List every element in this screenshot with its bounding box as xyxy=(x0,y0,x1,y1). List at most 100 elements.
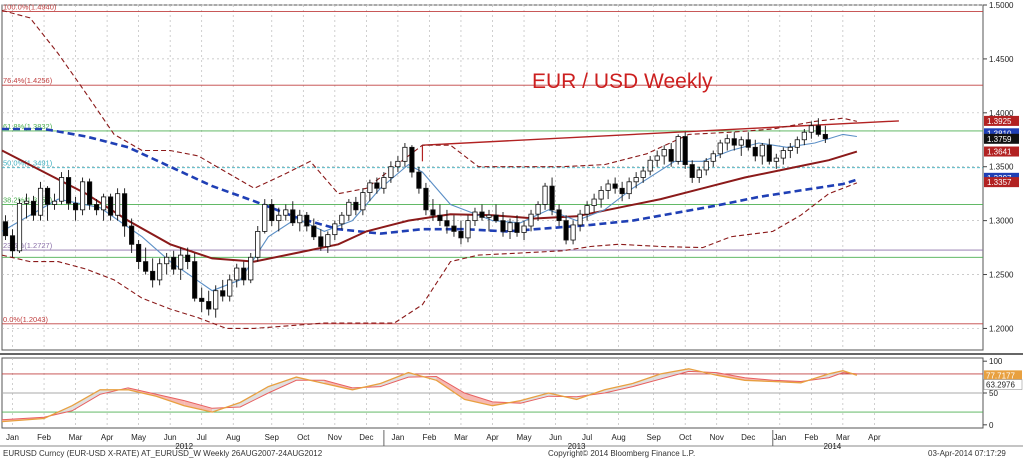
candle-body xyxy=(87,181,93,205)
candle-body xyxy=(822,133,828,140)
candle-body xyxy=(731,138,737,146)
x-tick-label: Apr xyxy=(101,433,114,442)
x-tick-label: Mar xyxy=(836,433,850,442)
candle-body xyxy=(815,125,821,135)
candle-body xyxy=(94,204,100,211)
candle-body xyxy=(647,159,653,172)
candle-body xyxy=(591,198,597,206)
candle-body xyxy=(185,254,191,262)
candle-body xyxy=(535,204,541,215)
x-tick-label: Sep xyxy=(647,433,662,442)
price-plot-frame xyxy=(1,4,984,351)
candle-body xyxy=(16,202,23,252)
footer-timestamp: 03-Apr-2014 07:17:29 xyxy=(928,449,1006,458)
candle-body xyxy=(745,139,751,148)
candle-body xyxy=(136,243,142,262)
fib-level-label: 23.6%(1.2727) xyxy=(3,241,53,250)
candle-body xyxy=(493,214,499,222)
osc-tag-label: 63.2976 xyxy=(986,381,1015,390)
candle-body xyxy=(402,146,408,162)
y-tick-label: 1.3500 xyxy=(989,163,1014,172)
price-tag-label: 1.3759 xyxy=(987,135,1012,144)
candle-body xyxy=(661,149,667,157)
candle-body xyxy=(143,261,149,272)
y-tick-label: 1.5000 xyxy=(989,1,1014,10)
candle-body xyxy=(395,160,401,168)
price-tag-box xyxy=(984,128,1019,139)
candle-body xyxy=(58,177,65,202)
candle-body xyxy=(65,177,72,204)
x-tick-label: Jul xyxy=(582,433,592,442)
x-tick-label: Mar xyxy=(454,433,468,442)
candle-body xyxy=(675,136,681,162)
candle-body xyxy=(101,196,107,211)
price-tag-label: 1.3641 xyxy=(987,148,1012,157)
candle-body xyxy=(514,222,520,233)
candle-body xyxy=(752,146,758,157)
candle-body xyxy=(220,290,226,297)
candle-body xyxy=(304,214,310,227)
candle-body xyxy=(605,183,611,191)
candle-body xyxy=(654,155,660,161)
bollinger-lower-line xyxy=(1,182,858,329)
osc-fill xyxy=(184,400,213,413)
candle-body xyxy=(472,211,478,222)
candle-body xyxy=(23,200,30,204)
candle-body xyxy=(367,182,373,193)
candle-body xyxy=(248,256,254,281)
x-tick-label: Mar xyxy=(69,433,83,442)
candle-body xyxy=(325,234,331,247)
candle-body xyxy=(787,146,793,151)
osc-y-tick-label: 50 xyxy=(989,389,998,398)
x-tick-label: Jun xyxy=(164,433,177,442)
candle-body xyxy=(213,290,219,310)
candle-body xyxy=(290,209,296,224)
candle-body xyxy=(682,136,688,165)
x-tick-label: Jan xyxy=(391,433,404,442)
price-tag-label: 1.3925 xyxy=(987,117,1012,126)
osc-tag-label: 77.7177 xyxy=(986,371,1015,380)
candle-body xyxy=(37,187,44,216)
candle-body xyxy=(73,202,79,211)
candle-body xyxy=(808,125,814,133)
candle-body xyxy=(297,214,303,224)
candle-body xyxy=(780,150,786,159)
footer-copyright: Copyright© 2014 Bloomberg Finance L.P. xyxy=(548,449,696,458)
candle-body xyxy=(108,196,114,216)
x-tick-label: Jan xyxy=(773,433,786,442)
osc-fill xyxy=(268,377,297,393)
candle-body xyxy=(766,144,772,162)
x-tick-label: May xyxy=(516,433,531,442)
chart-title: EUR / USD Weekly xyxy=(532,70,713,93)
candle-body xyxy=(51,200,58,205)
candle-body xyxy=(500,220,506,232)
candle-body xyxy=(528,213,534,227)
x-tick-label: Dec xyxy=(741,433,755,442)
candle-body xyxy=(577,213,583,226)
candle-body xyxy=(640,170,646,178)
candle-body xyxy=(626,181,632,195)
candle-body xyxy=(332,223,338,236)
x-tick-label: Dec xyxy=(359,433,373,442)
candle-body xyxy=(381,177,387,189)
x-tick-label: Jun xyxy=(549,433,562,442)
candle-body xyxy=(465,220,471,239)
osc-fast-line xyxy=(1,368,858,423)
candle-body xyxy=(262,204,268,232)
candle-body xyxy=(206,301,212,310)
osc-tag-box xyxy=(984,370,1022,381)
candle-body xyxy=(549,185,555,211)
candle-body xyxy=(199,297,205,302)
candle-body xyxy=(724,138,730,144)
osc-y-tick-label: 0 xyxy=(989,421,994,430)
candle-body xyxy=(563,220,569,241)
candle-body xyxy=(129,225,135,245)
x-tick-label: Feb xyxy=(804,433,818,442)
price-tag-box xyxy=(984,133,1019,144)
candle-body xyxy=(353,201,359,211)
candle-body xyxy=(689,164,695,178)
osc-slow-line xyxy=(1,370,857,421)
y-tick-label: 1.4500 xyxy=(989,55,1014,64)
x-tick-label: Oct xyxy=(679,433,692,442)
